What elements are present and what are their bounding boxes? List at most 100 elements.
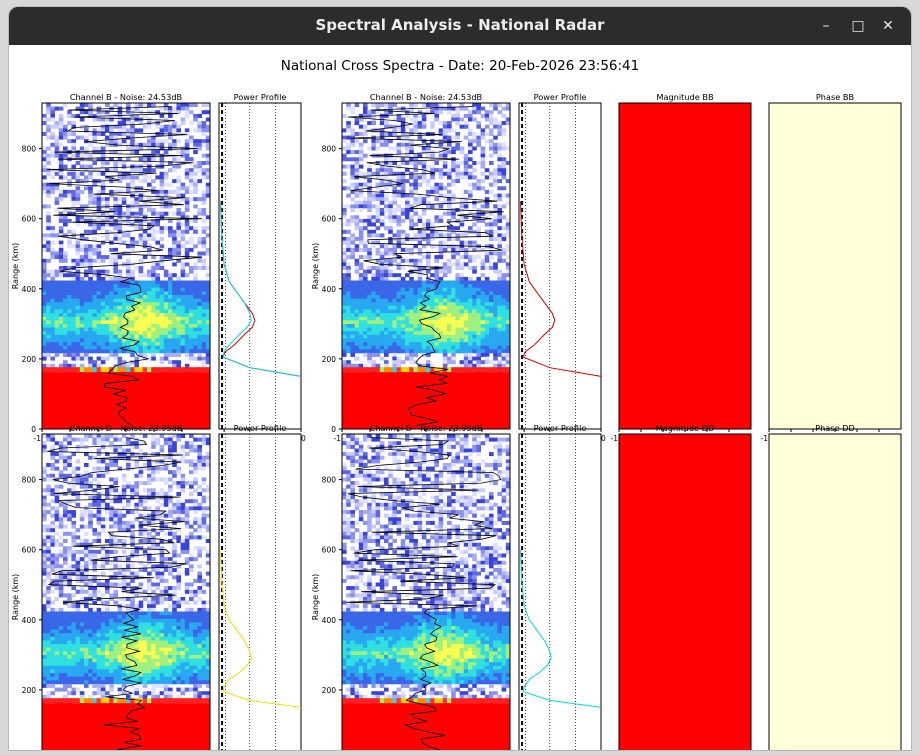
title-bar[interactable]: Spectral Analysis - National Radar – □ ✕	[9, 7, 911, 45]
spectrum-cell	[193, 345, 198, 350]
spectrum-cell	[126, 342, 131, 347]
close-button[interactable]: ✕	[882, 18, 894, 34]
spectrum-cell	[205, 324, 211, 328]
spectrum-cell	[489, 360, 494, 365]
spectrum-cell	[201, 197, 207, 202]
spectrum-cell	[201, 327, 207, 332]
spectrum-cell	[421, 345, 427, 350]
spectrum-cell	[497, 331, 502, 336]
spectrum-cell	[430, 349, 435, 354]
spectrum-cell	[79, 171, 85, 176]
spectrum-cell	[155, 302, 160, 307]
spectrum-cell	[451, 342, 456, 347]
spectrum-cell	[75, 338, 81, 343]
spectrum-cell	[126, 171, 131, 176]
spectrum-cell	[447, 295, 452, 299]
spectrum-cell	[84, 103, 89, 107]
phase-panel-title: Phase BB	[816, 92, 855, 102]
spectrum-cell	[159, 262, 165, 267]
spectrum-cell	[463, 356, 469, 361]
spectrum-cell	[155, 284, 160, 289]
spectrum-cell	[384, 287, 389, 292]
spectrum-cell	[71, 510, 76, 515]
spectrum-cell	[413, 313, 418, 318]
spectrum-cell	[363, 338, 368, 343]
spectrum-cell	[130, 273, 135, 278]
spectrum-cell	[497, 233, 502, 238]
spectrum-cell	[384, 161, 389, 165]
spectrum-cell	[109, 193, 114, 198]
spectrum-cell	[371, 229, 376, 234]
spectrum-cell	[75, 150, 81, 155]
spectrum-cell	[459, 327, 465, 332]
spectrum-cell	[75, 473, 81, 478]
spectrum-cell	[497, 305, 502, 310]
spectrum-cell	[50, 455, 55, 460]
spectrum-cell	[405, 146, 410, 151]
spectrum-cell	[75, 305, 81, 310]
spectrum-cell	[350, 287, 355, 292]
spectrum-cell	[489, 262, 494, 267]
spectrum-cell	[46, 345, 51, 350]
spectrum-cell	[84, 229, 89, 234]
spectrum-cell	[451, 215, 456, 220]
spectrum-cell	[67, 531, 72, 536]
spectrum-cell	[197, 437, 202, 442]
maximize-button[interactable]: □	[851, 18, 865, 34]
spectrum-cell	[480, 153, 486, 158]
spectrum-cell	[180, 295, 186, 299]
spectrum-cell	[354, 121, 360, 126]
spectrum-cell	[126, 298, 131, 303]
spectrum-cell	[493, 262, 498, 267]
spectrum-cell	[92, 349, 97, 354]
spectrum-cell	[42, 528, 47, 533]
spectrum-cell	[46, 320, 51, 325]
spectrum-cell	[151, 470, 156, 475]
spectrum-cell	[493, 349, 498, 354]
spectrum-cell	[384, 334, 389, 339]
spectrum-cell	[400, 349, 406, 354]
spectrum-cell	[497, 273, 502, 278]
spectrum-cell	[417, 153, 423, 158]
spectrum-cell	[442, 124, 448, 129]
spectrum-cell	[354, 327, 360, 332]
minimize-button[interactable]: –	[822, 18, 830, 34]
spectrum-cell	[342, 262, 347, 267]
spectrum-cell	[476, 331, 481, 336]
spectrum-cell	[134, 345, 139, 350]
spectrum-cell	[384, 171, 389, 176]
spectrum-cell	[46, 477, 51, 482]
spectrum-cell	[451, 356, 456, 361]
spectrum-cell	[384, 164, 389, 169]
spectrum-cell	[105, 367, 110, 373]
spectrum-cell	[172, 313, 177, 318]
spectrum-cell	[468, 363, 473, 368]
spectrum-cell	[346, 338, 351, 343]
spectrum-cell	[46, 247, 51, 252]
spectrum-cell	[163, 356, 169, 361]
spectrum-cell	[505, 273, 511, 278]
spectrum-cell	[113, 200, 118, 205]
spectrum-cell	[134, 481, 139, 486]
spectrum-cell	[100, 367, 106, 373]
spectrum-cell	[371, 352, 376, 357]
spectrum-cell	[363, 132, 368, 136]
spectrum-cell	[430, 124, 435, 129]
spectrum-cell	[189, 441, 194, 446]
spectrum-cell	[426, 295, 431, 299]
spectrum-cell	[96, 539, 102, 543]
spectrum-cell	[505, 255, 511, 260]
spectrum-cell	[367, 356, 372, 361]
spectrum-cell	[67, 139, 72, 144]
spectrum-cell	[384, 276, 389, 281]
spectrum-cell	[147, 273, 152, 278]
spectrum-cell	[84, 492, 89, 496]
spectrum-cell	[493, 269, 498, 274]
spectrum-cell	[413, 179, 418, 184]
spectrum-cell	[54, 171, 60, 176]
spectrum-cell	[79, 305, 85, 310]
spectrum-cell	[193, 197, 198, 202]
spectrum-cell	[480, 157, 486, 162]
spectrum-cell	[417, 320, 423, 325]
spectrum-cell	[142, 517, 148, 522]
